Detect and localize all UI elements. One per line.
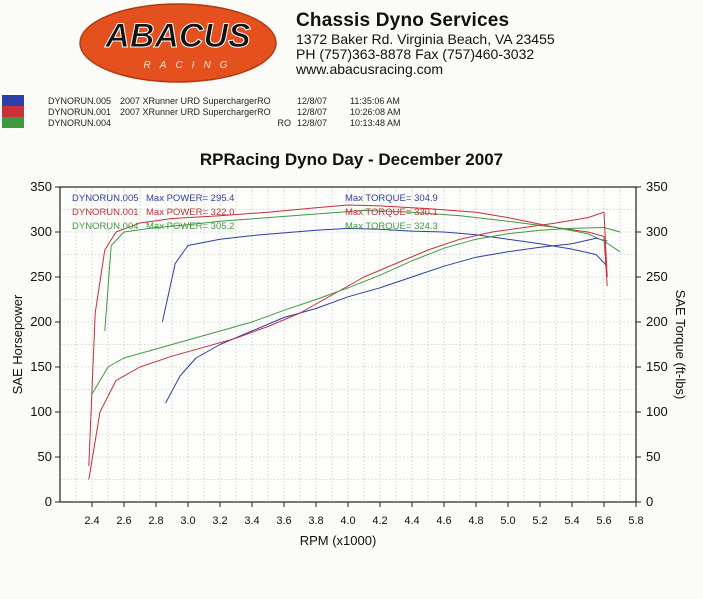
run-row: DYNORUN.004 RO 12/8/07 10:13:48 AM <box>2 117 401 128</box>
x-tick-label: 5.6 <box>596 515 611 527</box>
legend-max-power: Max POWER= 295.4 <box>146 193 234 204</box>
legend-run: DYNORUN.001 <box>72 207 139 218</box>
run-time: 10:13:48 AM <box>350 117 401 128</box>
x-tick-label: 4.6 <box>436 515 451 527</box>
y2-tick-label: 200 <box>646 314 668 329</box>
x-tick-label: 4.4 <box>404 515 419 527</box>
y-tick-label: 100 <box>30 404 52 419</box>
y-tick-label: 250 <box>30 269 52 284</box>
logo-text: ABACUS <box>104 17 251 55</box>
run-date: 12/8/07 <box>297 106 328 117</box>
x-tick-label: 3.0 <box>180 515 195 527</box>
series-line-dynorun-005-power <box>165 237 608 404</box>
run-color-swatch <box>2 95 24 106</box>
run-description: 2007 XRunner URD SuperchargerRO <box>120 106 271 117</box>
x-tick-label: 5.2 <box>532 515 547 527</box>
x-tick-label: 5.4 <box>564 515 579 527</box>
run-time: 11:35:06 AM <box>350 95 400 106</box>
company-phone-fax: PH (757)363-8878 Fax (757)460-3032 <box>296 46 535 62</box>
chart-title: RPRacing Dyno Day - December 2007 <box>199 150 504 169</box>
y2-tick-label: 150 <box>646 359 668 374</box>
y-axis-label: SAE Horsepower <box>10 294 25 394</box>
x-tick-label: 4.2 <box>372 515 387 527</box>
run-date: 12/8/07 <box>297 95 328 106</box>
run-file: DYNORUN.005 <box>48 95 112 106</box>
run-row: DYNORUN.001 2007 XRunner URD Supercharge… <box>2 106 401 117</box>
company-address: 1372 Baker Rd. Virginia Beach, VA 23455 <box>296 31 555 47</box>
run-time: 10:26:08 AM <box>350 106 401 117</box>
series-line-dynorun-004-torque <box>104 209 621 332</box>
x-tick-label: 3.6 <box>276 515 291 527</box>
y-tick-label: 0 <box>45 494 52 509</box>
y-tick-label: 200 <box>30 314 52 329</box>
x-tick-label: 5.8 <box>628 515 643 527</box>
legend-max-power: Max POWER= 305.2 <box>146 221 234 232</box>
run-color-swatch <box>2 106 24 117</box>
company-name: Chassis Dyno Services <box>296 10 510 31</box>
y-tick-label: 350 <box>30 179 52 194</box>
company-info: Chassis Dyno Services 1372 Baker Rd. Vir… <box>296 10 555 77</box>
x-tick-label: 2.8 <box>148 515 163 527</box>
company-website: www.abacusracing.com <box>296 61 444 77</box>
legend-max-torque: Max TORQUE= 304.9 <box>345 193 438 204</box>
y2-tick-label: 350 <box>646 179 668 194</box>
logo-subtext: RACING <box>144 60 237 71</box>
run-file: DYNORUN.001 <box>48 106 112 117</box>
run-description: 2007 XRunner URD SuperchargerRO <box>120 95 271 106</box>
x-tick-label: 5.0 <box>500 515 515 527</box>
series-line-dynorun-001-power <box>88 211 608 480</box>
series-line-dynorun-004-power <box>91 227 621 395</box>
x-tick-label: 4.8 <box>468 515 483 527</box>
x-axis-label: RPM (x1000) <box>300 533 377 548</box>
run-color-swatch <box>2 117 24 128</box>
y2-tick-label: 100 <box>646 404 668 419</box>
y2-tick-label: 250 <box>646 269 668 284</box>
x-tick-label: 3.8 <box>308 515 323 527</box>
legend-max-torque: Max TORQUE= 330.1 <box>345 207 438 218</box>
run-file: DYNORUN.004 <box>48 117 112 128</box>
y2-axis-label: SAE Torque (ft-lbs) <box>673 290 688 400</box>
x-tick-label: 4.0 <box>340 515 355 527</box>
x-tick-label: 3.2 <box>212 515 227 527</box>
run-list: DYNORUN.005 2007 XRunner URD Supercharge… <box>2 95 401 128</box>
y2-tick-label: 50 <box>646 449 660 464</box>
y2-tick-label: 0 <box>646 494 653 509</box>
legend-run: DYNORUN.004 <box>72 221 139 232</box>
run-date: 12/8/07 <box>297 117 328 128</box>
y-tick-label: 50 <box>38 449 52 464</box>
legend-run: DYNORUN.005 <box>72 193 139 204</box>
x-tick-label: 2.4 <box>84 515 99 527</box>
x-tick-label: 3.4 <box>244 515 259 527</box>
y-tick-label: 150 <box>30 359 52 374</box>
run-row: DYNORUN.005 2007 XRunner URD Supercharge… <box>2 95 401 106</box>
x-tick-label: 2.6 <box>116 515 131 527</box>
run-description: RO <box>277 117 292 128</box>
y-tick-label: 300 <box>30 224 52 239</box>
y2-tick-label: 300 <box>646 224 668 239</box>
legend-max-power: Max POWER= 322.0 <box>146 207 234 218</box>
abacus-logo: ABACUS RACING <box>79 3 277 83</box>
legend-max-torque: Max TORQUE= 324.3 <box>345 221 438 232</box>
series-line-dynorun-005-torque <box>161 227 608 323</box>
